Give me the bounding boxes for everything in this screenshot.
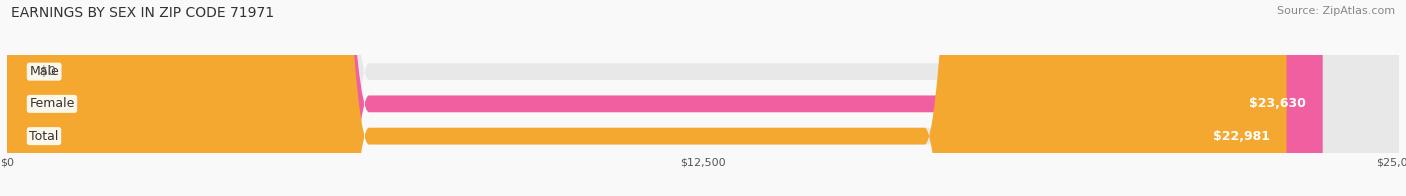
Text: $22,981: $22,981 [1213, 130, 1270, 143]
FancyBboxPatch shape [7, 0, 1399, 196]
FancyBboxPatch shape [7, 0, 1399, 196]
FancyBboxPatch shape [7, 0, 1323, 196]
Text: Male: Male [30, 65, 59, 78]
Text: Source: ZipAtlas.com: Source: ZipAtlas.com [1277, 6, 1395, 16]
FancyBboxPatch shape [7, 0, 1399, 196]
FancyBboxPatch shape [7, 0, 1286, 196]
Text: Female: Female [30, 97, 75, 110]
Text: $23,630: $23,630 [1249, 97, 1306, 110]
Text: Total: Total [30, 130, 59, 143]
Text: $0: $0 [41, 65, 56, 78]
Text: EARNINGS BY SEX IN ZIP CODE 71971: EARNINGS BY SEX IN ZIP CODE 71971 [11, 6, 274, 20]
